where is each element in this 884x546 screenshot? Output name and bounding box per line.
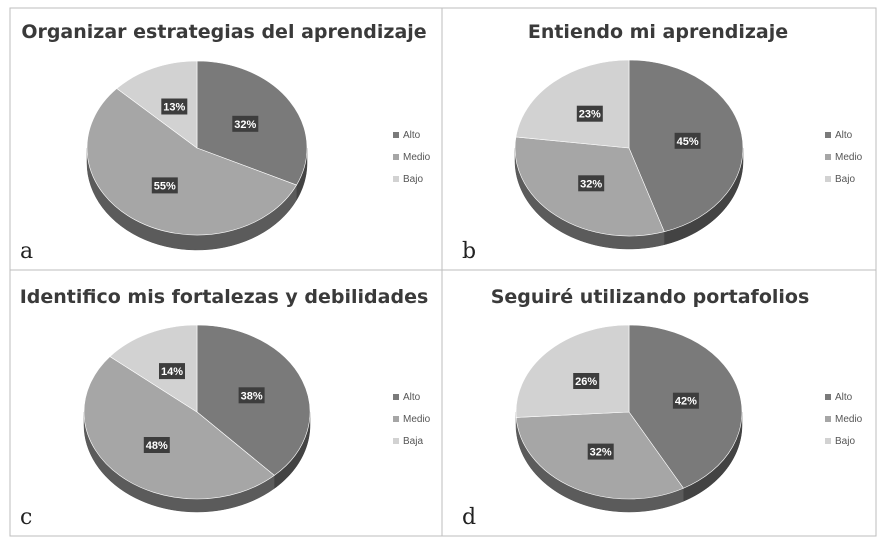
legend-swatch [393,416,399,422]
data-label-box [143,437,170,453]
data-label: 26% [575,376,597,388]
data-label-box [573,373,600,389]
legend-c: Alto Medio Baja [393,392,431,447]
legend-swatch [825,132,831,138]
data-label-box [672,392,699,409]
data-label-box [576,105,603,122]
legend-swatch [393,154,399,160]
data-label-box [674,132,701,149]
legend-label: Medio [403,152,431,163]
figure-frame [9,7,877,537]
data-label: 45% [677,136,699,148]
data-label: 14% [161,366,183,378]
legend-label: Alto [403,392,421,403]
pie-slice-bajo [116,60,198,149]
legend-label: Medio [835,414,863,425]
legend-label: Bajo [835,174,855,185]
data-label: 32% [234,119,256,131]
chart-panel-a: Organizar estrategias del aprendizaje 32… [20,21,431,264]
data-label: 48% [146,440,168,452]
legend-swatch [825,176,831,182]
pie-a: 32% 55% 13% [86,60,308,251]
legend-swatch [825,416,831,422]
data-label: 23% [579,109,601,121]
panel-letter: c [20,505,32,530]
legend-label: Alto [403,130,421,141]
chart-title: Organizar estrategias del aprendizaje [21,21,426,43]
legend-swatch [393,394,399,400]
data-label-box [151,177,178,194]
panel-letter: b [462,239,476,264]
data-label-box [161,98,188,115]
chart-panel-b: Entiendo mi aprendizaje 45% 32% 23% Alto Me… [462,21,863,264]
data-label: 55% [154,180,176,192]
legend-swatch [393,438,399,444]
data-label: 38% [241,390,263,402]
legend-label: Baja [403,436,423,447]
chart-title: Identifico mis fortalezas y debilidades [20,286,429,308]
legend-swatch [825,438,831,444]
chart-panel-c: Identifico mis fortalezas y debilidades … [20,286,431,530]
legend-label: Alto [835,130,853,141]
legend-a: Alto Medio Bajo [393,130,431,185]
legend-swatch [825,394,831,400]
chart-title: Seguiré utilizando portafolios [491,286,810,308]
legend-label: Medio [403,414,431,425]
data-label: 13% [163,102,185,114]
legend-label: Medio [835,152,863,163]
pie-slice-medio [83,356,275,500]
data-label: 32% [580,178,602,190]
legend-swatch [393,176,399,182]
data-label-box [159,363,185,380]
chart-title: Entiendo mi aprendizaje [528,21,788,43]
data-label-box [238,387,265,404]
chart-panel-d: Seguiré utilizando portafolios 42% 32% 26%… [462,286,863,530]
pie-slice-baja [109,324,198,413]
pie-b: 45% 32% 23% [514,59,744,250]
panel-letter: a [20,239,33,264]
data-label: 42% [675,396,697,408]
data-label-box [587,443,614,460]
legend-b: Alto Medio Bajo [825,130,863,185]
data-label: 32% [590,447,612,459]
pie-slice-bajo [515,324,630,418]
legend-label: Bajo [403,174,423,185]
legend-swatch [825,154,831,160]
panel-letter: d [462,505,476,530]
legend-d: Alto Medio Bajo [825,392,863,447]
legend-swatch [393,132,399,138]
pie-c: 38% 48% 14% [83,324,311,513]
pie-slice-medio [86,88,297,236]
legend-label: Bajo [835,436,855,447]
data-label-box [232,115,259,132]
pie-d: 42% 32% 26% [515,324,743,513]
data-label-box [578,175,605,192]
legend-label: Alto [835,392,853,403]
pie-slice-bajo [515,59,630,149]
